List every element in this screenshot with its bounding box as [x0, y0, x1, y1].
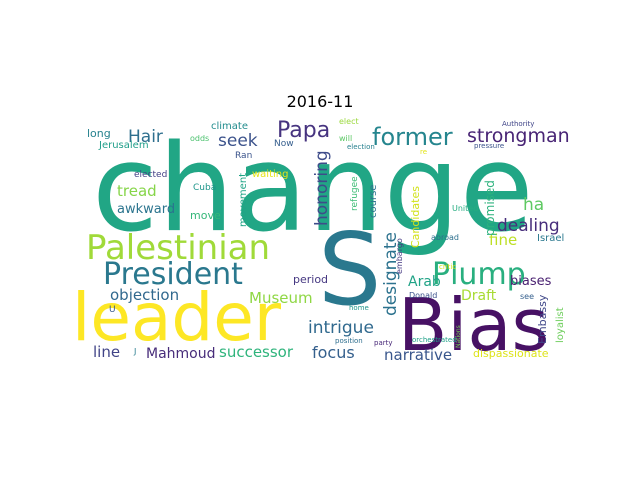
word-critic: critic [439, 263, 456, 271]
word-s: S [318, 211, 381, 328]
word-draft: Draft [461, 288, 497, 304]
word-israel: Israel [537, 233, 564, 244]
word-u: U [109, 305, 116, 315]
word-climate: climate [211, 121, 248, 132]
word-embassy: Embassy [536, 294, 549, 344]
word-pressure: pressure [474, 142, 504, 150]
word-intrigue: intrigue [308, 318, 374, 338]
word-period: period [293, 273, 328, 286]
word-seek: seek [218, 131, 258, 151]
word-move: move [190, 209, 221, 222]
word-ha: ha [523, 195, 544, 215]
word-bias: Bias [398, 283, 549, 367]
word-museum: Museum [249, 289, 313, 307]
word-fine: fine [489, 231, 517, 249]
word-plump: Plump [432, 257, 526, 292]
word-now: Now [274, 139, 294, 149]
word-designate: designate [381, 232, 401, 316]
word-papa: Papa [277, 118, 330, 143]
word-dealing: dealing [497, 216, 560, 236]
word-jerusalem: Jerusalem [98, 140, 149, 151]
word-candidates: Candidates [409, 186, 422, 248]
word-course: course [368, 185, 379, 218]
word-authority: Authority [502, 120, 534, 128]
word-waiting: waiting [252, 169, 288, 180]
word-odds: odds [190, 134, 209, 143]
word-hair: Hair [128, 127, 163, 147]
word-strongman: strongman [467, 125, 570, 147]
word-re: re [420, 148, 427, 156]
word-arab: Arab [408, 274, 441, 290]
word-line: line [93, 343, 120, 361]
word-donald: Donald [409, 291, 437, 300]
word-focus: focus [312, 343, 355, 362]
word-abroad: abroad [431, 233, 459, 242]
word-change: change [92, 120, 534, 259]
word-promised: promised [483, 180, 497, 236]
word-nations: Nations [455, 325, 462, 348]
word-loyalist: loyalist [555, 307, 566, 343]
word-party: party [374, 339, 393, 347]
word-elect: elect [339, 117, 359, 126]
word-position: position [335, 337, 363, 345]
word-tread: tread [117, 182, 157, 200]
word-honoring: honoring [312, 150, 332, 226]
word-see: see [520, 292, 534, 301]
word-dispassionate: dispassionate [473, 347, 549, 360]
word-movement: movement [238, 173, 249, 227]
word-objection: objection [110, 286, 179, 304]
word-leader: leader [72, 279, 282, 356]
word-refugee: refugee [350, 176, 360, 211]
word-election: election [347, 143, 375, 151]
word-cuba: Cuba [193, 183, 216, 193]
word-long: long [87, 127, 111, 140]
word-embargo: embargo [395, 238, 404, 274]
word-j: J [133, 347, 136, 356]
word-palestinian: Palestinian [86, 228, 270, 268]
word-elected: elected [134, 170, 167, 180]
chart-title: 2016-11 [286, 92, 354, 111]
word-orchestrated: orchestrated [412, 336, 457, 344]
word-mahmoud: Mahmoud [146, 346, 216, 362]
word-successor: successor [219, 343, 294, 361]
word-biases: biases [510, 274, 552, 289]
word-home: home [349, 304, 369, 312]
word-awkward: awkward [117, 202, 175, 217]
word-united: United [452, 204, 478, 213]
word-president: President [103, 257, 243, 292]
word-will: will [339, 134, 352, 143]
word-narrative: narrative [384, 346, 452, 364]
word-ran: Ran [235, 151, 252, 161]
word-former: former [372, 123, 453, 151]
